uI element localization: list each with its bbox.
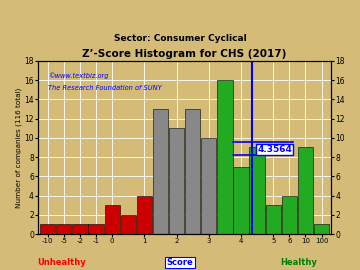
Title: Z’-Score Histogram for CHS (2017): Z’-Score Histogram for CHS (2017) [82, 49, 287, 59]
Bar [201, 138, 216, 234]
Text: Sector: Consumer Cyclical: Sector: Consumer Cyclical [114, 34, 246, 43]
Text: ©www.textbiz.org: ©www.textbiz.org [48, 72, 108, 79]
Bar [121, 215, 136, 234]
Bar [314, 224, 329, 234]
Bar [104, 205, 120, 234]
Bar [217, 80, 233, 234]
Bar [56, 224, 72, 234]
Y-axis label: Number of companies (116 total): Number of companies (116 total) [15, 87, 22, 208]
Bar [282, 195, 297, 234]
Bar [89, 224, 104, 234]
Bar [249, 147, 265, 234]
Text: Healthy: Healthy [280, 258, 317, 267]
Bar [137, 195, 152, 234]
Text: Unhealthy: Unhealthy [37, 258, 86, 267]
Bar [233, 167, 249, 234]
Text: Score: Score [167, 258, 193, 267]
Bar [169, 128, 184, 234]
Bar [185, 109, 201, 234]
Bar [266, 205, 281, 234]
Text: The Research Foundation of SUNY: The Research Foundation of SUNY [48, 85, 161, 91]
Bar [72, 224, 87, 234]
Bar [153, 109, 168, 234]
Text: 4.3564: 4.3564 [257, 145, 292, 154]
Bar [298, 147, 313, 234]
Bar [40, 224, 55, 234]
